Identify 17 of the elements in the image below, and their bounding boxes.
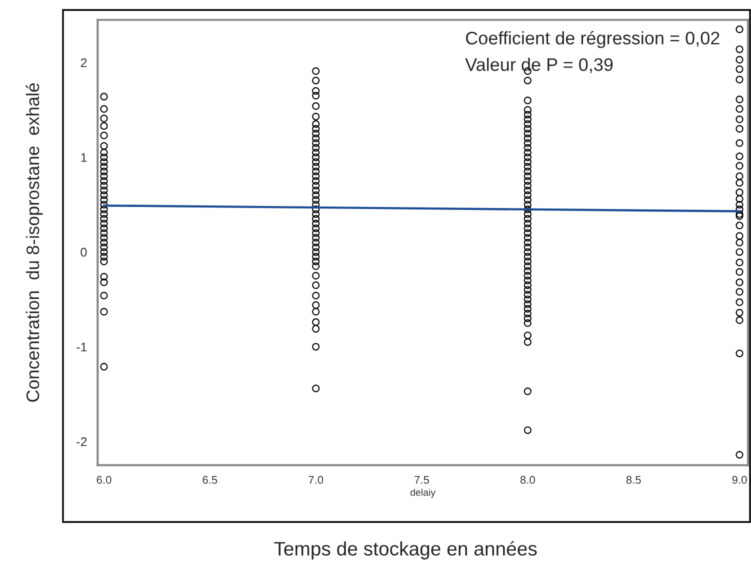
y-tick-label: 1 <box>81 153 87 162</box>
x-tick-label: 7.0 <box>308 476 324 484</box>
annotation: Valeur de P = 0,39 <box>465 58 613 74</box>
x-tick-label: 6.5 <box>202 476 218 484</box>
y-tick-label: -2 <box>76 437 87 446</box>
y-axis-title: Concentration du 8-isoprostane exhalé <box>26 83 43 402</box>
y-tick-label: 0 <box>80 248 87 257</box>
y-tick-label: -1 <box>76 342 87 352</box>
y-tick-label: 2 <box>80 58 87 68</box>
text: Temps de stockage en années <box>274 541 537 560</box>
x-tick-label: 6.0 <box>96 476 112 484</box>
x-axis-title: delaiy <box>410 488 436 498</box>
x-tick-label: 8.5 <box>626 476 641 484</box>
annotation: Coefficient de régression = 0,02 <box>466 31 720 48</box>
x-tick-label: 8.0 <box>520 476 535 484</box>
x-tick-label: 7.5 <box>414 476 430 484</box>
x-tick-label: 9.0 <box>732 476 747 484</box>
